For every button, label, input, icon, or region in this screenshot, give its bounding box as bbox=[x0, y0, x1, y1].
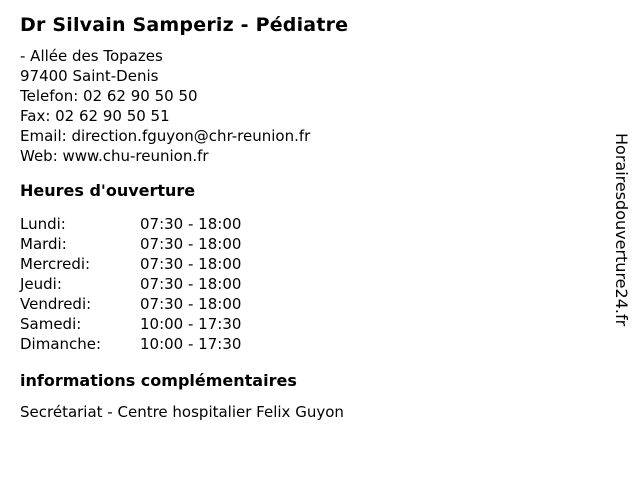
hours-row-wednesday: Mercredi: 07:30 - 18:00 bbox=[20, 254, 600, 274]
info-text: Secrétariat - Centre hospitalier Felix G… bbox=[20, 403, 344, 421]
hours-heading: Heures d'ouverture bbox=[20, 181, 196, 200]
hours-row-monday: Lundi: 07:30 - 18:00 bbox=[20, 214, 600, 234]
time-value: 10:00 - 17:30 bbox=[140, 315, 242, 333]
hours-row-friday: Vendredi: 07:30 - 18:00 bbox=[20, 294, 600, 314]
hours-table: Lundi: 07:30 - 18:00 Mardi: 07:30 - 18:0… bbox=[20, 214, 600, 354]
email-line: Email: direction.fguyon@chr-reunion.fr bbox=[20, 127, 311, 145]
listing-content: Dr Silvain Samperiz - Pédiatre - Allée d… bbox=[20, 14, 600, 421]
day-label: Mardi: bbox=[20, 235, 67, 253]
time-value: 07:30 - 18:00 bbox=[140, 295, 242, 313]
address-line-2: 97400 Saint-Denis bbox=[20, 67, 159, 85]
phone-line: Telefon: 02 62 90 50 50 bbox=[20, 87, 198, 105]
day-label: Vendredi: bbox=[20, 295, 92, 313]
day-label: Samedi: bbox=[20, 315, 82, 333]
day-label: Jeudi: bbox=[20, 275, 62, 293]
page-title: Dr Silvain Samperiz - Pédiatre bbox=[20, 14, 349, 36]
hours-row-sunday: Dimanche: 10:00 - 17:30 bbox=[20, 334, 600, 354]
info-heading: informations complémentaires bbox=[20, 371, 297, 390]
day-label: Dimanche: bbox=[20, 335, 102, 353]
hours-row-saturday: Samedi: 10:00 - 17:30 bbox=[20, 314, 600, 334]
time-value: 07:30 - 18:00 bbox=[140, 275, 242, 293]
contact-block: - Allée des Topazes 97400 Saint-Denis Te… bbox=[20, 46, 600, 166]
day-label: Mercredi: bbox=[20, 255, 91, 273]
time-value: 07:30 - 18:00 bbox=[140, 215, 242, 233]
day-label: Lundi: bbox=[20, 215, 66, 233]
time-value: 10:00 - 17:30 bbox=[140, 335, 242, 353]
time-value: 07:30 - 18:00 bbox=[140, 255, 242, 273]
web-line: Web: www.chu-reunion.fr bbox=[20, 147, 209, 165]
time-value: 07:30 - 18:00 bbox=[140, 235, 242, 253]
address-line-1: - Allée des Topazes bbox=[20, 47, 163, 65]
fax-line: Fax: 02 62 90 50 51 bbox=[20, 107, 170, 125]
site-watermark: Horairesdouverture24.fr bbox=[612, 133, 631, 327]
hours-row-tuesday: Mardi: 07:30 - 18:00 bbox=[20, 234, 600, 254]
hours-row-thursday: Jeudi: 07:30 - 18:00 bbox=[20, 274, 600, 294]
